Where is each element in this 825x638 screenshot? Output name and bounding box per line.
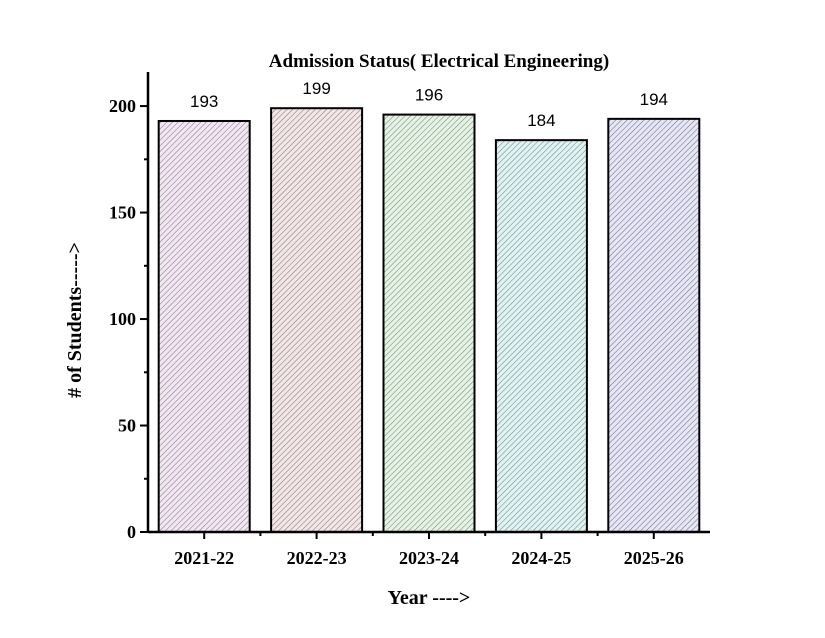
x-axis-label: Year ---->	[388, 587, 471, 609]
y-tick-label: 150	[109, 203, 136, 223]
data-label: 196	[415, 86, 443, 105]
data-label: 199	[302, 79, 330, 98]
y-tick-label: 0	[127, 522, 136, 542]
y-tick-label: 50	[118, 416, 136, 436]
bar-2021-22	[157, 119, 251, 534]
x-tick-label: 2021-22	[174, 548, 234, 568]
x-tick-label: 2025-26	[624, 548, 684, 568]
data-label: 184	[527, 111, 555, 130]
data-label: 194	[640, 90, 668, 109]
bar-2025-26	[607, 117, 701, 534]
y-axis-label: # of Students----->	[64, 242, 86, 398]
data-label: 193	[190, 92, 218, 111]
y-tick-label: 100	[109, 309, 136, 329]
bar-2022-23	[270, 107, 364, 533]
chart-title: Admission Status( Electrical Engineering…	[269, 51, 609, 72]
x-tick-label: 2023-24	[399, 548, 459, 568]
bar-2024-25	[494, 139, 588, 533]
bar-2023-24	[382, 113, 476, 533]
x-tick-label: 2024-25	[511, 548, 571, 568]
bars-group: 193 199 196 184 194	[157, 79, 701, 534]
x-tick-label: 2022-23	[287, 548, 347, 568]
axes-group: 2021-22 2022-23 2023-24 2024-25 2025-26 0 50 10…	[109, 72, 710, 568]
y-tick-label: 200	[109, 96, 136, 116]
